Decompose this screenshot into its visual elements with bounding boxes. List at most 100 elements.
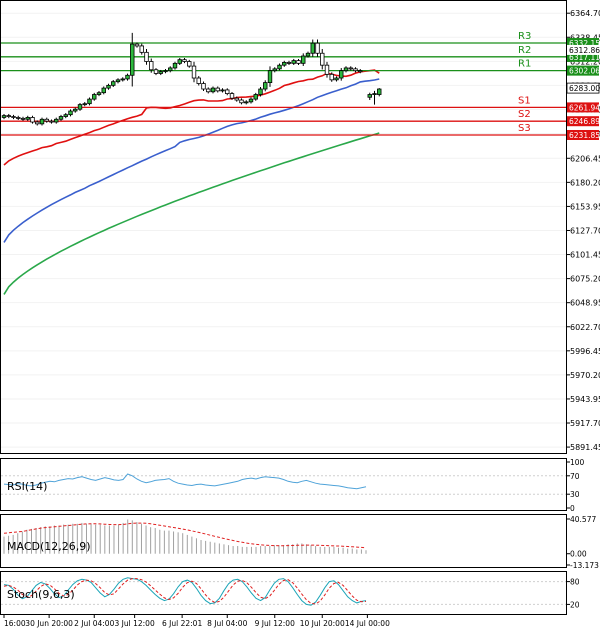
candle-body bbox=[263, 82, 268, 90]
candle-body bbox=[372, 93, 377, 96]
level-name-r2: R2 bbox=[518, 45, 531, 56]
level-name-s2: S2 bbox=[518, 109, 531, 120]
candle-body bbox=[234, 97, 239, 101]
candle-body bbox=[282, 62, 287, 66]
price-tick-label: 6206.45 bbox=[570, 154, 600, 163]
candle-body bbox=[334, 77, 339, 81]
price-tick-label: 6127.70 bbox=[570, 226, 600, 235]
candle-body bbox=[125, 74, 130, 80]
price-tick-label: 5917.70 bbox=[570, 419, 600, 428]
time-tick-label: 8 Jul 04:00 bbox=[207, 619, 247, 628]
candle-body bbox=[367, 94, 372, 98]
candle-body bbox=[196, 77, 201, 84]
candle-body bbox=[158, 71, 163, 74]
price-tick-label: 6180.20 bbox=[570, 178, 600, 187]
price-axis: 6364.706338.456312.206286.006259.756233.… bbox=[566, 9, 600, 452]
stoch-tick-label: 80 bbox=[570, 578, 580, 587]
current-price-box bbox=[566, 82, 600, 94]
stoch-k-line bbox=[3, 577, 367, 606]
rsi-panel bbox=[0, 458, 567, 511]
candle-body bbox=[187, 61, 192, 67]
candle-body bbox=[358, 70, 363, 73]
level-value-box bbox=[567, 38, 599, 49]
overlap-value-label: 6312.86 bbox=[569, 46, 600, 55]
level-value-box bbox=[567, 65, 599, 76]
candle-body bbox=[130, 43, 135, 76]
candle-body bbox=[291, 60, 296, 64]
level-value-box bbox=[567, 102, 599, 113]
candle-body bbox=[329, 73, 334, 81]
candle-body bbox=[44, 118, 49, 122]
rsi-line bbox=[3, 473, 367, 490]
candle-body bbox=[6, 115, 11, 118]
candle-body bbox=[111, 81, 116, 86]
time-tick-label: 2 Jul 04:00 bbox=[74, 619, 114, 628]
price-tick-label: 6338.45 bbox=[570, 33, 600, 42]
level-value-box bbox=[567, 51, 599, 62]
candle-body bbox=[201, 83, 206, 90]
candle-body bbox=[153, 69, 159, 74]
candle-body bbox=[210, 87, 216, 93]
candle-body bbox=[120, 78, 125, 81]
level-value-label: 6261.94 bbox=[569, 103, 600, 112]
candle-body bbox=[11, 116, 16, 118]
candle-body bbox=[305, 52, 311, 57]
level-value-label: 6317.11 bbox=[569, 53, 600, 62]
candle-body bbox=[301, 55, 306, 64]
candle-body bbox=[82, 103, 87, 106]
candle-body bbox=[58, 116, 64, 120]
candle-body bbox=[353, 68, 358, 72]
candle-body bbox=[20, 117, 26, 120]
candle-body bbox=[215, 87, 220, 92]
rsi-tick-label: 100 bbox=[570, 458, 585, 467]
stoch-tick-label: 20 bbox=[570, 600, 580, 609]
candle-body bbox=[225, 89, 230, 95]
candle-body bbox=[191, 65, 197, 79]
stoch-d-line bbox=[3, 578, 367, 605]
candle-body bbox=[244, 101, 249, 104]
time-axis: 16:00 30 Jun 20:00 2 Jul 04:00 3 Jul 12:00 6… bbox=[3, 614, 390, 628]
candle-body bbox=[144, 51, 149, 62]
candle-body bbox=[115, 79, 121, 83]
moving-averages bbox=[3, 69, 380, 295]
candle-body bbox=[163, 70, 168, 73]
candle-body bbox=[343, 67, 349, 72]
price-tick-label: 6364.70 bbox=[570, 9, 600, 18]
candle-body bbox=[286, 62, 292, 64]
candle-body bbox=[30, 117, 35, 123]
candle-body bbox=[168, 67, 173, 72]
price-tick-label: 5943.95 bbox=[570, 395, 600, 404]
candlesticks bbox=[1, 32, 382, 126]
stoch-panel bbox=[0, 571, 567, 615]
candle-body bbox=[220, 89, 225, 92]
candle-body bbox=[277, 64, 282, 70]
level-value-box bbox=[567, 129, 599, 140]
rsi-tick-label: 70 bbox=[570, 472, 580, 481]
candle-body bbox=[134, 43, 140, 47]
candle-body bbox=[182, 59, 187, 62]
macd-tick-label: -13.173 bbox=[570, 561, 599, 570]
candle-body bbox=[106, 84, 111, 89]
candle-body bbox=[149, 61, 154, 71]
level-name-s1: S1 bbox=[518, 95, 531, 106]
candle-body bbox=[253, 94, 258, 100]
rsi-tick-label: 30 bbox=[570, 490, 580, 499]
time-tick-label: 16:00 bbox=[4, 619, 26, 628]
time-tick-label: 9 Jul 12:00 bbox=[255, 619, 295, 628]
level-value-label: 6231.85 bbox=[569, 131, 600, 140]
indicators: 100 70 30 0 40.577 0.00 -13.173 80 20 bbox=[1, 458, 599, 609]
overlap-value-box bbox=[567, 44, 599, 55]
level-value-box bbox=[567, 116, 599, 127]
candle-body bbox=[272, 68, 277, 72]
candle-body bbox=[87, 98, 92, 105]
candle-body bbox=[315, 42, 320, 54]
candle-body bbox=[49, 120, 54, 123]
candle-body bbox=[25, 117, 30, 120]
candle-body bbox=[68, 110, 73, 116]
ma-slow-line bbox=[3, 132, 380, 295]
candle-body bbox=[16, 117, 21, 119]
macd-tick-label: 40.577 bbox=[570, 515, 596, 524]
candle-body bbox=[77, 104, 83, 110]
price-tick-label: 6075.20 bbox=[570, 275, 600, 284]
